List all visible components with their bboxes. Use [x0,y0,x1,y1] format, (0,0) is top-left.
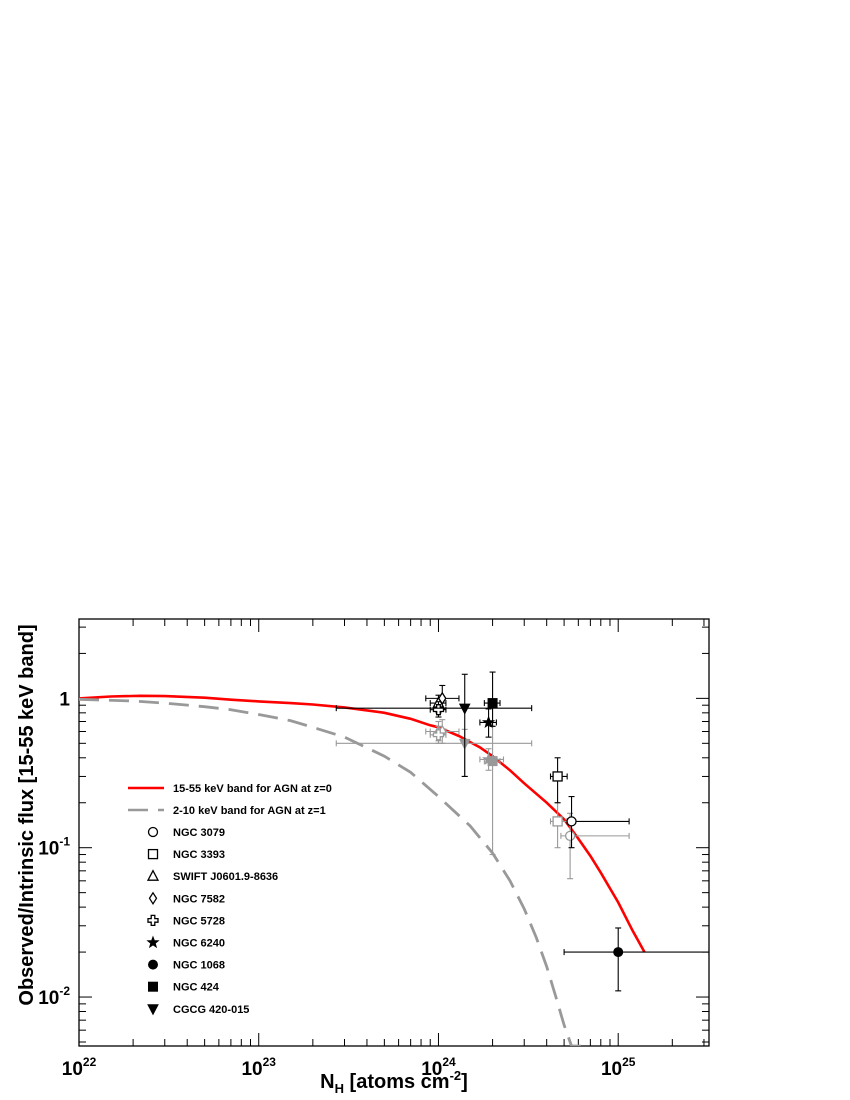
x-axis-title-rest: [atoms cm [344,1071,450,1093]
marker-ngc-3079 [564,830,576,842]
data-point-ngc-5728 [429,701,447,718]
data-point-ngc-3393 [549,757,568,804]
marker-ngc-424 [487,756,498,767]
marker-ngc-424 [487,698,498,709]
legend-marker [148,981,158,992]
data-point-ngc-5728 [429,725,447,744]
data-point-ngc-7582 [425,719,460,744]
x-axis-title-sub: H [335,1081,344,1096]
legend-marker [147,1004,159,1016]
legend-label: NGC 5728 [173,915,225,927]
legend-label: SWIFT J0601.9-8636 [173,871,278,883]
y-tick-label: 10-1 [38,835,70,860]
legend-label: NGC 3079 [173,827,225,839]
legend-label: NGC 1068 [173,960,225,972]
model-lines [79,694,646,1046]
legend-marker [146,935,160,949]
x-tick-label: 1025 [601,1055,636,1080]
legend-marker [148,891,158,906]
legend-label: CGCG 420-015 [173,1004,249,1016]
legend-marker [148,959,158,970]
legend-label: NGC 3393 [173,849,225,861]
y-tick-label: 1 [59,689,70,710]
legend-label: 15-55 keV band for AGN at z=0 [173,783,332,795]
marker-ngc-3079 [566,816,577,827]
legend-label: 2-10 keV band for AGN at z=1 [173,805,326,817]
legend-marker [147,914,159,927]
y-axis-title: Observed/Intrinsic flux [15-55 keV band] [16,624,38,1005]
marker-ngc-1068 [613,947,624,958]
x-axis-title-sup: -2 [450,1068,462,1083]
legend-marker [146,869,160,881]
data-point-cgcg-420-015 [335,673,533,778]
legend-label: NGC 7582 [173,893,225,905]
x-axis-title: NH [atoms cm-2] [320,1068,468,1096]
x-tick-label: 1024 [421,1055,456,1080]
x-axis-title-main: N [320,1071,334,1093]
marker-ngc-5728 [432,729,445,741]
legend-marker [147,848,159,860]
data-point-ngc-1068 [563,927,709,992]
data-point-ngc-6240 [479,708,497,738]
legend-marker [147,826,159,838]
marker-ngc-3393 [552,771,563,782]
marker-ngc-3393 [552,816,563,827]
legend: 15-55 keV band for AGN at z=0 2-10 keV ba… [128,783,332,1016]
tick-labels: 1022 1023 1024 1025 10-2 10-1 1 [38,689,636,1080]
x-tick-label: 1023 [241,1055,276,1080]
data-point-ngc-424 [483,725,501,856]
plot-frame [78,618,710,1047]
marker-cgcg-420-015 [458,703,471,715]
data-point-ngc-424 [483,671,501,727]
y-tick-label: 10-2 [38,984,70,1009]
data-point-ngc-3079 [560,812,630,880]
legend-label: NGC 6240 [173,938,225,950]
legend-label: NGC 424 [173,982,220,994]
data-point-ngc-3079 [566,796,630,849]
x-tick-label: 1022 [62,1055,97,1080]
data-point-ngc-7582 [425,684,460,710]
data-points [335,671,709,992]
x-axis-title-end: ] [461,1071,468,1093]
marker-ngc-7582 [438,691,447,706]
